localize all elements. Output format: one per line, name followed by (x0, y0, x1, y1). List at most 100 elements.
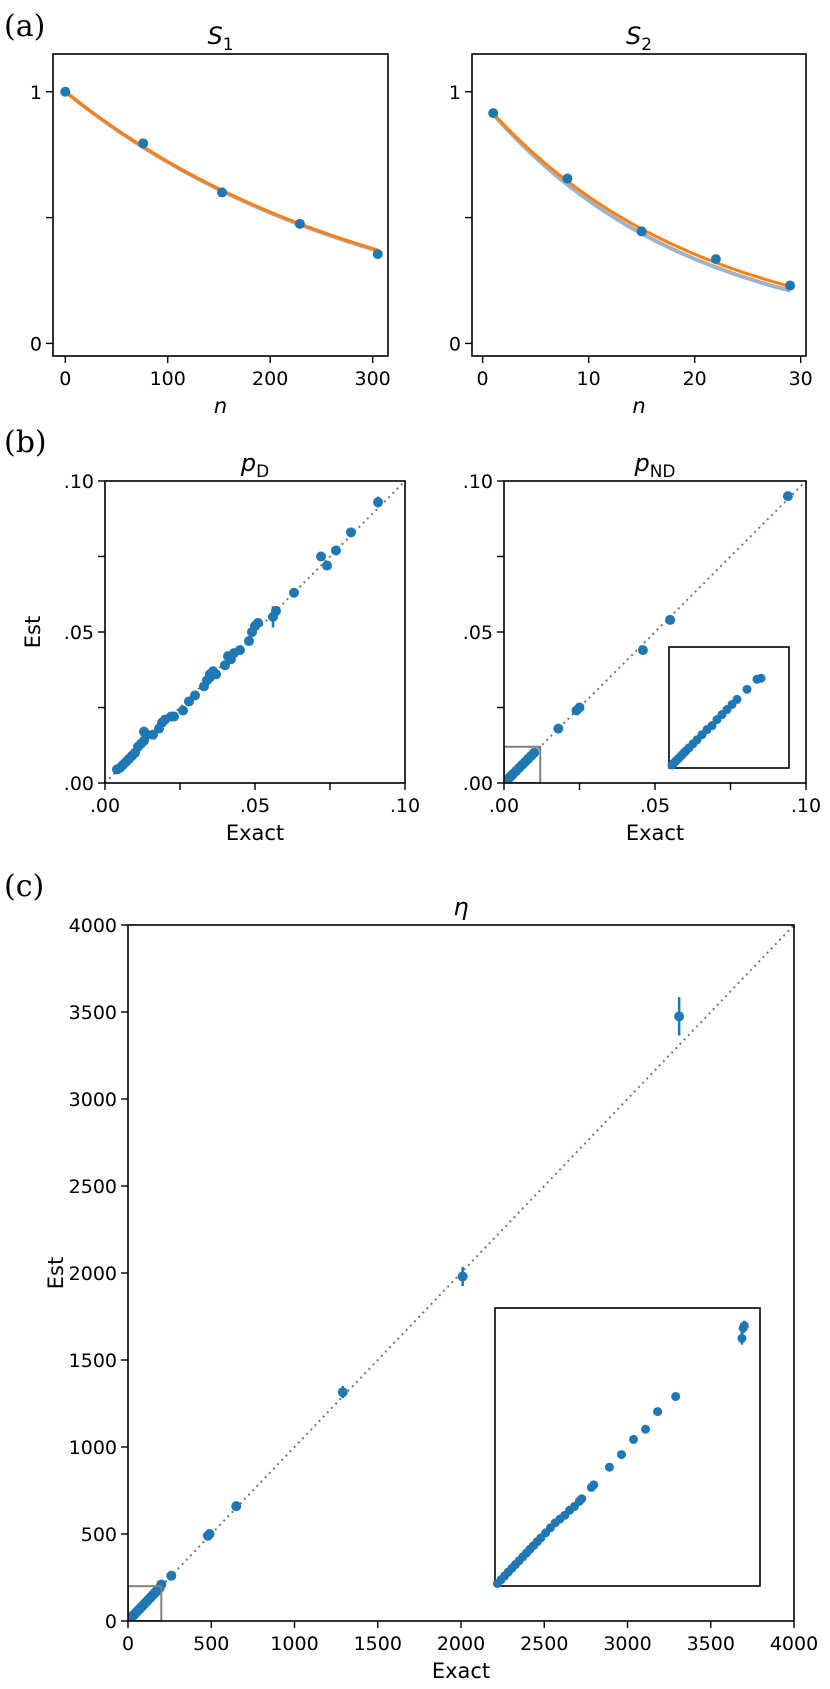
x-tick-label: 100 (150, 368, 186, 390)
zoom-region-box (504, 745, 542, 783)
data-point (562, 173, 573, 184)
x-axis-label: n (214, 394, 227, 418)
inset-data-point (742, 684, 752, 694)
data-point (488, 108, 499, 119)
panel-title-main: S (626, 22, 641, 50)
x-tick-label: 0 (59, 368, 71, 390)
data-point (372, 249, 383, 260)
curve-exact (64, 90, 379, 252)
inset-data-point (732, 694, 742, 704)
y-tick-label: 4000 (69, 915, 117, 937)
panel-title-subscript: D (256, 462, 269, 482)
panel-title: pD (240, 449, 269, 482)
y-tick-label: .00 (463, 773, 493, 795)
data-point (244, 636, 254, 647)
x-tick-label: 3000 (603, 1633, 651, 1655)
y-axis-label: Est (21, 616, 45, 648)
y-tick-label: .05 (463, 622, 493, 644)
data-point (289, 587, 299, 598)
x-tick-label: 2000 (437, 1633, 485, 1655)
data-point (636, 226, 647, 237)
y-tick-label: 500 (81, 1524, 117, 1546)
x-tick-label: 20 (683, 368, 707, 390)
x-tick-label: .10 (390, 795, 420, 817)
data-point (211, 669, 221, 680)
panel-5: 0 500 1000 1500 2000 2500 3000 3500 4000 0 500 1000… (4, 869, 818, 1683)
y-tick-label: 2000 (69, 1263, 117, 1285)
y-tick-label: 1 (449, 82, 461, 104)
data-point (665, 614, 676, 625)
data-point (782, 491, 793, 502)
panel-title-main: p (633, 449, 649, 477)
panel-3: .00 .05 .10 .00 .05 .10 Exact Est pD (b) (4, 425, 420, 845)
data-point (235, 645, 245, 656)
axes-frame (471, 53, 807, 357)
curve-fit (64, 90, 379, 253)
data-point (574, 702, 585, 713)
panel-title-main: η (453, 893, 468, 921)
data-point (190, 690, 200, 701)
inset-axes (667, 646, 790, 770)
data-point (553, 723, 564, 734)
inset-data-point (589, 1480, 599, 1490)
inset-data-point (756, 673, 766, 683)
x-axis-label: Exact (432, 1659, 490, 1683)
data-point (529, 747, 540, 758)
plot-area (128, 925, 794, 1621)
x-tick-label: 0 (122, 1633, 134, 1655)
x-tick-label: .00 (489, 795, 519, 817)
x-tick-label: .00 (90, 795, 120, 817)
panel-title: S2 (626, 22, 652, 55)
panel-title: pND (633, 449, 675, 482)
panel-2: 0 10 20 30 0 1 n S2 (449, 22, 813, 418)
y-tick-label: 0 (30, 333, 42, 355)
data-point (316, 551, 326, 562)
y-tick-label: 1 (30, 82, 42, 104)
inset-data-point (577, 1494, 587, 1504)
x-tick-label: 2500 (520, 1633, 568, 1655)
y-tick-label: .10 (64, 471, 94, 493)
x-tick-label: 1500 (354, 1633, 402, 1655)
x-axis-label: Exact (626, 821, 684, 845)
panel-label: (b) (4, 425, 47, 460)
data-point (178, 705, 188, 716)
x-axis-label: n (632, 394, 645, 418)
inset-data-point (737, 1333, 747, 1343)
data-point (60, 86, 71, 97)
x-tick-label: 10 (577, 368, 601, 390)
inset-data-point (604, 1462, 614, 1472)
y-tick-label: 1000 (69, 1437, 117, 1459)
inset-data-point (739, 1321, 749, 1331)
inset-data-point (671, 1391, 681, 1401)
data-point (674, 1011, 685, 1022)
inset-axes (492, 1307, 761, 1588)
x-tick-label: 30 (789, 368, 813, 390)
data-point (138, 138, 149, 149)
y-tick-label: 3000 (69, 1089, 117, 1111)
x-tick-label: 300 (355, 368, 391, 390)
x-tick-label: .05 (640, 795, 670, 817)
data-point (217, 187, 228, 198)
curve-exact (492, 112, 791, 288)
plot-area (60, 86, 383, 260)
y-tick-label: .00 (64, 773, 94, 795)
x-tick-label: 0 (477, 368, 489, 390)
data-point (204, 1529, 215, 1539)
inset-data-point (707, 721, 717, 731)
panel-4: .00 .05 .10 .00 .05 .10 Exact pND (463, 449, 821, 845)
data-point (166, 1570, 177, 1581)
curve-fit (491, 112, 791, 293)
data-point (785, 280, 796, 291)
panel-title-subscript: 2 (641, 35, 652, 55)
panel-title-subscript: ND (650, 462, 676, 482)
data-point (457, 1271, 468, 1282)
panel-title: η (453, 893, 468, 921)
inset-data-point (641, 1424, 651, 1434)
y-tick-label: 1500 (69, 1350, 117, 1372)
y-tick-label: 0 (449, 333, 461, 355)
x-tick-label: 500 (193, 1633, 229, 1655)
data-point (231, 1501, 242, 1512)
plot-area (488, 108, 796, 293)
